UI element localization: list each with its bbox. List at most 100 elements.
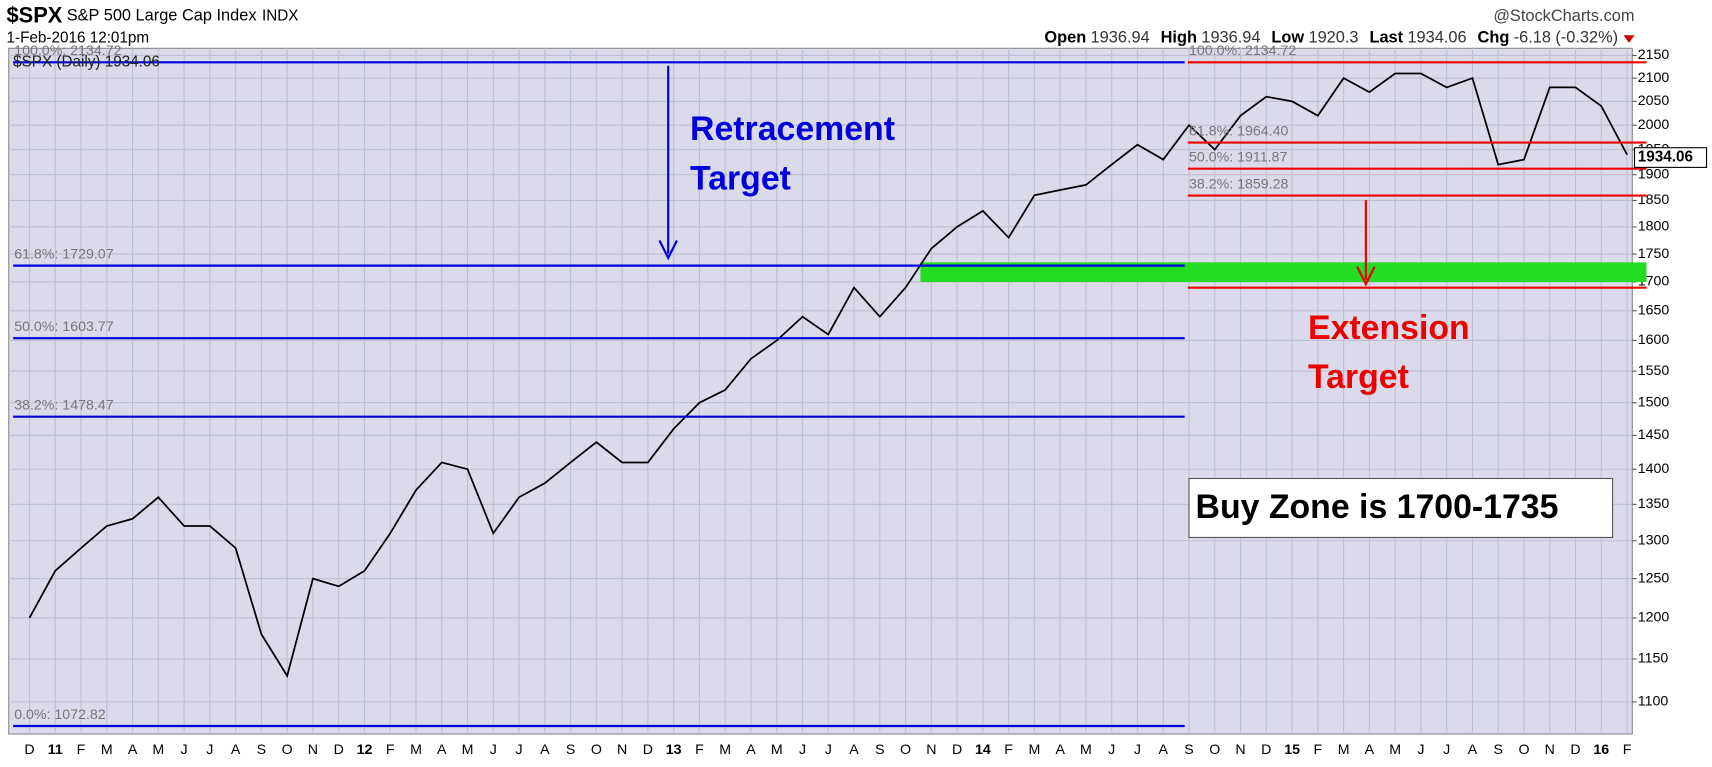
header: $SPX S&P 500 Large Cap Index INDX — [7, 2, 299, 27]
quote-value: -6.18 — [1514, 29, 1551, 47]
quote-value: 1920.3 — [1308, 29, 1358, 47]
x-tick-label: A — [540, 742, 550, 758]
x-tick-label: O — [591, 742, 602, 758]
arrow-head — [658, 239, 678, 261]
annotation: Retracement — [690, 110, 895, 148]
x-tick-label: N — [308, 742, 318, 758]
x-tick-label: J — [1443, 742, 1450, 758]
last-value-box — [1633, 147, 1708, 168]
y-tick-label: 2150 — [1638, 47, 1670, 63]
x-tick-label: 14 — [975, 742, 991, 758]
quote-value: 1936.94 — [1201, 29, 1260, 47]
x-tick-label: D — [1261, 742, 1271, 758]
quote-label: Last — [1369, 29, 1403, 47]
buy-zone — [920, 262, 1647, 282]
last-value-label: 1934.06 — [1638, 149, 1693, 166]
y-tick-label: 1250 — [1638, 570, 1670, 586]
price-line — [28, 72, 1628, 679]
date: 1-Feb-2016 12:01pm — [7, 30, 150, 47]
y-tick-label: 1450 — [1638, 427, 1670, 443]
series — [28, 72, 1628, 679]
x-tick-label: 15 — [1284, 742, 1300, 758]
x-tick-label: N — [617, 742, 627, 758]
quote: Open 1936.94 High 1936.94 Low 1920.3 Last 1934.… — [1044, 29, 1618, 47]
y-tick-label: 1550 — [1638, 363, 1670, 379]
x-tick-label: S — [1493, 742, 1502, 758]
overlay: 0.0%: 1072.82 38.2%: 1478.47 50.0%: 1603.7… — [13, 43, 1708, 728]
x-tick-label: F — [695, 742, 704, 758]
y-tick-label: 1650 — [1638, 303, 1670, 319]
x-tick-label: A — [231, 742, 241, 758]
x-tick-label: D — [24, 742, 34, 758]
x-tick-label: D — [643, 742, 653, 758]
x-tick-label: N — [1545, 742, 1555, 758]
x-tick-label: A — [746, 742, 756, 758]
annotation: Target — [690, 159, 791, 197]
x-tick-label: M — [152, 742, 164, 758]
y-tick-label: 2000 — [1638, 117, 1670, 133]
x-tick-label: O — [1518, 742, 1529, 758]
x-tick-label: J — [516, 742, 523, 758]
annotation: Extension — [1308, 309, 1470, 347]
x-tick-label: F — [1314, 742, 1323, 758]
y-tick-label: 1150 — [1638, 651, 1669, 667]
x-tick-label: M — [719, 742, 731, 758]
x-tick-label: F — [1623, 742, 1632, 758]
x-tick-label: A — [1468, 742, 1478, 758]
quote-value: 1936.94 — [1091, 29, 1150, 47]
x-tick-label: A — [1159, 742, 1169, 758]
x-tick-label: N — [1235, 742, 1245, 758]
retracement-label: 100.0%: 2134.72 — [14, 43, 121, 59]
retracement-label: 0.0%: 1072.82 — [14, 707, 106, 723]
x-tick-label: M — [101, 742, 113, 758]
buy-zone-box — [1188, 477, 1614, 538]
x-tick-label: S — [875, 742, 884, 758]
quote-label: Low — [1271, 29, 1304, 47]
y-tick-label: 1300 — [1638, 532, 1670, 548]
title: $SPX — [7, 2, 63, 27]
arrow-head — [1356, 266, 1376, 287]
y-tick-label: 1500 — [1638, 394, 1670, 410]
extension-label: 50.0%: 1911.87 — [1189, 150, 1287, 166]
x-tick-label: J — [825, 742, 832, 758]
x-tick-label: M — [1080, 742, 1092, 758]
retracement-label: 50.0%: 1603.77 — [14, 319, 114, 335]
y-tick-label: 1400 — [1638, 461, 1670, 477]
x-tick-label: 12 — [357, 742, 373, 758]
x-tick-label: A — [849, 742, 859, 758]
extension-label: 61.8%: 1964.40 — [1189, 123, 1289, 139]
x-tick-label: F — [386, 742, 395, 758]
x-tick-label: J — [206, 742, 213, 758]
x-tick-label: 11 — [48, 742, 63, 758]
x-tick-label: J — [1108, 742, 1115, 758]
x-tick-label: M — [410, 742, 422, 758]
y-tick-label: 1750 — [1638, 246, 1670, 262]
y-tick-label: 1800 — [1638, 219, 1670, 235]
zones — [920, 262, 1647, 282]
x-tick-label: O — [282, 742, 293, 758]
y-tick-label: 2050 — [1638, 93, 1670, 109]
down-triangle — [1623, 35, 1635, 43]
y-tick-label: 1200 — [1638, 610, 1670, 626]
x-tick-label: D — [1570, 742, 1580, 758]
extension-label: 100.0%: 2134.72 — [1189, 43, 1296, 59]
x-tick-label: J — [1417, 742, 1424, 758]
y-tick-label: 2100 — [1638, 70, 1670, 86]
y-tick-label: 1350 — [1638, 496, 1670, 512]
x-tick-label: J — [490, 742, 497, 758]
x-tick-label: 13 — [666, 742, 682, 758]
x-tick-label: A — [1365, 742, 1375, 758]
quote-value: 1934.06 — [1407, 29, 1466, 47]
x-tick-label: S — [257, 742, 266, 758]
x-tick-label: F — [77, 742, 86, 758]
x-tick-label: M — [1028, 742, 1040, 758]
y-tick-label: 1600 — [1638, 332, 1670, 348]
x-tick-label: N — [926, 742, 936, 758]
x-tick-label: M — [771, 742, 783, 758]
x-tick-label: O — [1209, 742, 1220, 758]
x-tick-label: M — [462, 742, 474, 758]
x-tick-label: O — [900, 742, 911, 758]
quote-label: Open — [1044, 29, 1086, 47]
x-tick-label: A — [128, 742, 138, 758]
